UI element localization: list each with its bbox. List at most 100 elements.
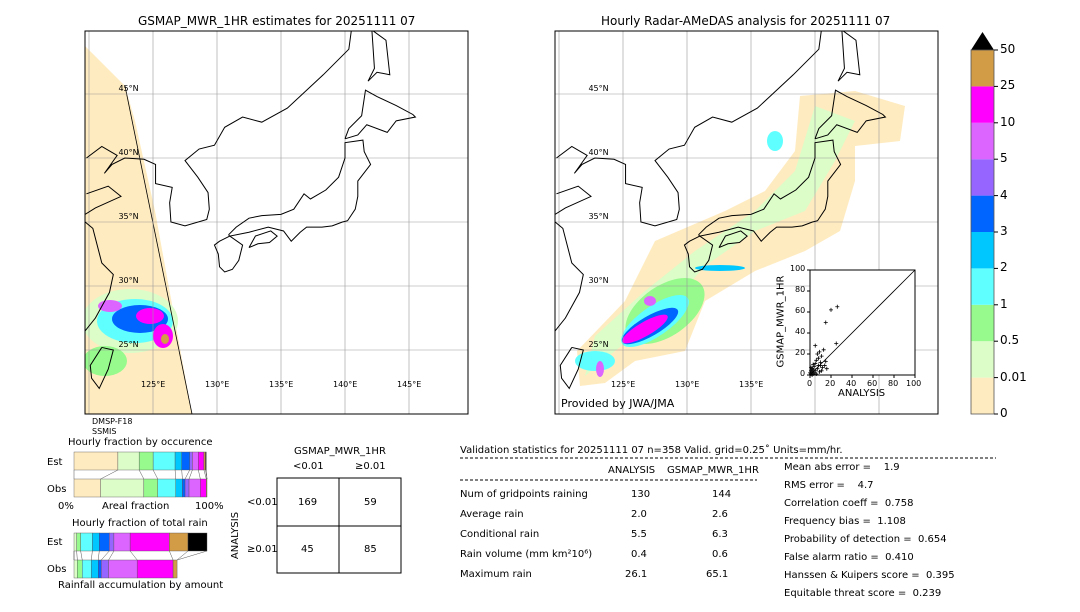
scatter-point (811, 362, 816, 367)
sensor-instrument: SSMIS (92, 427, 117, 436)
scatter-ytick-label: 80 (795, 285, 806, 294)
rain-fraction-title: Hourly fraction of total rain (72, 518, 208, 529)
lat-label: 40°N (588, 148, 609, 157)
scatter-ytick-label: 100 (790, 264, 806, 273)
fraction-bar-segment (200, 478, 207, 498)
coastline (555, 221, 584, 332)
scatter-point (819, 368, 824, 373)
stats-row-label: Rain volume (mm km²10⁶) (460, 549, 593, 560)
rain-est-label: Est (47, 537, 63, 548)
stats-score: Equitable threat score = 0.239 (784, 588, 942, 599)
occurrence-xtick-100: 100% (195, 501, 224, 512)
coastline (89, 346, 114, 390)
stats-score: Hanssen & Kuipers score = 0.395 (784, 570, 955, 581)
contingency-cell: 85 (364, 544, 377, 555)
colorbar-segment (971, 50, 994, 87)
fraction-bar-segment (100, 478, 145, 498)
fraction-bar-segment (172, 559, 178, 579)
scatter-point (820, 365, 825, 370)
fraction-bar-segment (92, 532, 100, 552)
fraction-connector (91, 550, 93, 561)
rain-area (596, 361, 604, 377)
stats-row-analysis: 130 (631, 489, 651, 500)
colorbar-segment (971, 268, 994, 305)
fraction-bar-segment (109, 532, 115, 552)
colorbar-label: 10 (1000, 114, 1016, 129)
contingency-cell: 59 (364, 497, 377, 508)
fraction-bar-segment (169, 532, 189, 552)
coastline (344, 89, 417, 140)
colorbar-label: 2 (1000, 260, 1008, 275)
fraction-bar-segment (73, 478, 101, 498)
colorbar-segment (971, 232, 994, 269)
coastline (248, 230, 278, 249)
stats-row-label: Conditional rain (460, 529, 540, 540)
contingency-col-1: ≥0.01 (355, 461, 386, 472)
fraction-bar-segment (181, 451, 190, 471)
fraction-connector (169, 550, 174, 561)
scatter-point (835, 304, 840, 309)
fraction-bar-segment (206, 478, 208, 498)
lon-label: 125°E (141, 380, 166, 389)
scatter-point (816, 356, 821, 361)
right-map-title: Hourly Radar-AMeDAS analysis for 2025111… (601, 14, 891, 28)
fraction-bar-segment (188, 478, 201, 498)
fraction-connector (181, 469, 183, 480)
stats-score: Probability of detection = 0.654 (784, 534, 947, 545)
fraction-bar-segment (203, 451, 206, 471)
stats-row-analysis: 5.5 (631, 529, 647, 540)
scatter-xtick-label: 0 (807, 379, 813, 388)
colorbar-label: 0 (1000, 406, 1008, 420)
fraction-bar-segment (136, 559, 174, 579)
map-content (85, 31, 468, 414)
stats-row-analysis: 2.0 (631, 509, 647, 520)
lat-label: 35°N (118, 212, 139, 221)
fraction-connector (152, 469, 159, 480)
coastline (85, 221, 114, 332)
coastline (86, 31, 352, 227)
coastline (213, 235, 244, 273)
occurrence-est-label: Est (47, 457, 63, 468)
coastline (718, 230, 748, 249)
lon-label: 130°E (675, 380, 700, 389)
data-credit: Provided by JWA/JMA (561, 397, 675, 410)
scatter-point (817, 369, 822, 374)
colorbar-segment (971, 377, 994, 414)
scatter-point (811, 371, 816, 376)
scatter-point (817, 349, 822, 354)
scatter-ytick-label: 20 (795, 348, 806, 357)
contingency-row-0: <0.01 (247, 497, 278, 508)
lon-label: 135°E (739, 380, 764, 389)
fraction-bar-segment (82, 559, 92, 579)
left-map-title: GSMAP_MWR_1HR estimates for 20251111 07 (138, 14, 416, 28)
lat-label: 30°N (118, 276, 139, 285)
fraction-bar-segment (157, 478, 176, 498)
fraction-bar-segment (184, 478, 190, 498)
coastline (683, 235, 714, 273)
colorbar-segment (971, 195, 994, 232)
rain-area (695, 265, 745, 271)
scatter-point (824, 366, 829, 371)
scatter-point (815, 366, 820, 371)
stats-row-gsmap: 0.6 (712, 549, 728, 560)
fraction-bar-segment (182, 478, 186, 498)
scatter-point (829, 307, 833, 312)
lat-label: 30°N (588, 276, 609, 285)
scatter-point (813, 343, 818, 348)
fraction-connector (184, 469, 190, 480)
rain-area (575, 351, 615, 371)
contingency-col-0: <0.01 (293, 461, 324, 472)
occurrence-obs-label: Obs (47, 484, 67, 495)
lon-label: 130°E (205, 380, 230, 389)
fraction-bar-segment (189, 451, 193, 471)
stats-score: False alarm ratio = 0.410 (784, 552, 914, 563)
colorbar-label: 1 (1000, 296, 1008, 311)
rain-area (136, 308, 164, 324)
lon-label: 140°E (333, 380, 358, 389)
fraction-connector (206, 469, 208, 480)
stats-header: Validation statistics for 20251111 07 n=… (460, 445, 843, 456)
lat-label: 25°N (588, 340, 609, 349)
occurrence-xlabel: Areal fraction (102, 501, 170, 512)
occurrence-title: Hourly fraction by occurence (68, 437, 213, 448)
